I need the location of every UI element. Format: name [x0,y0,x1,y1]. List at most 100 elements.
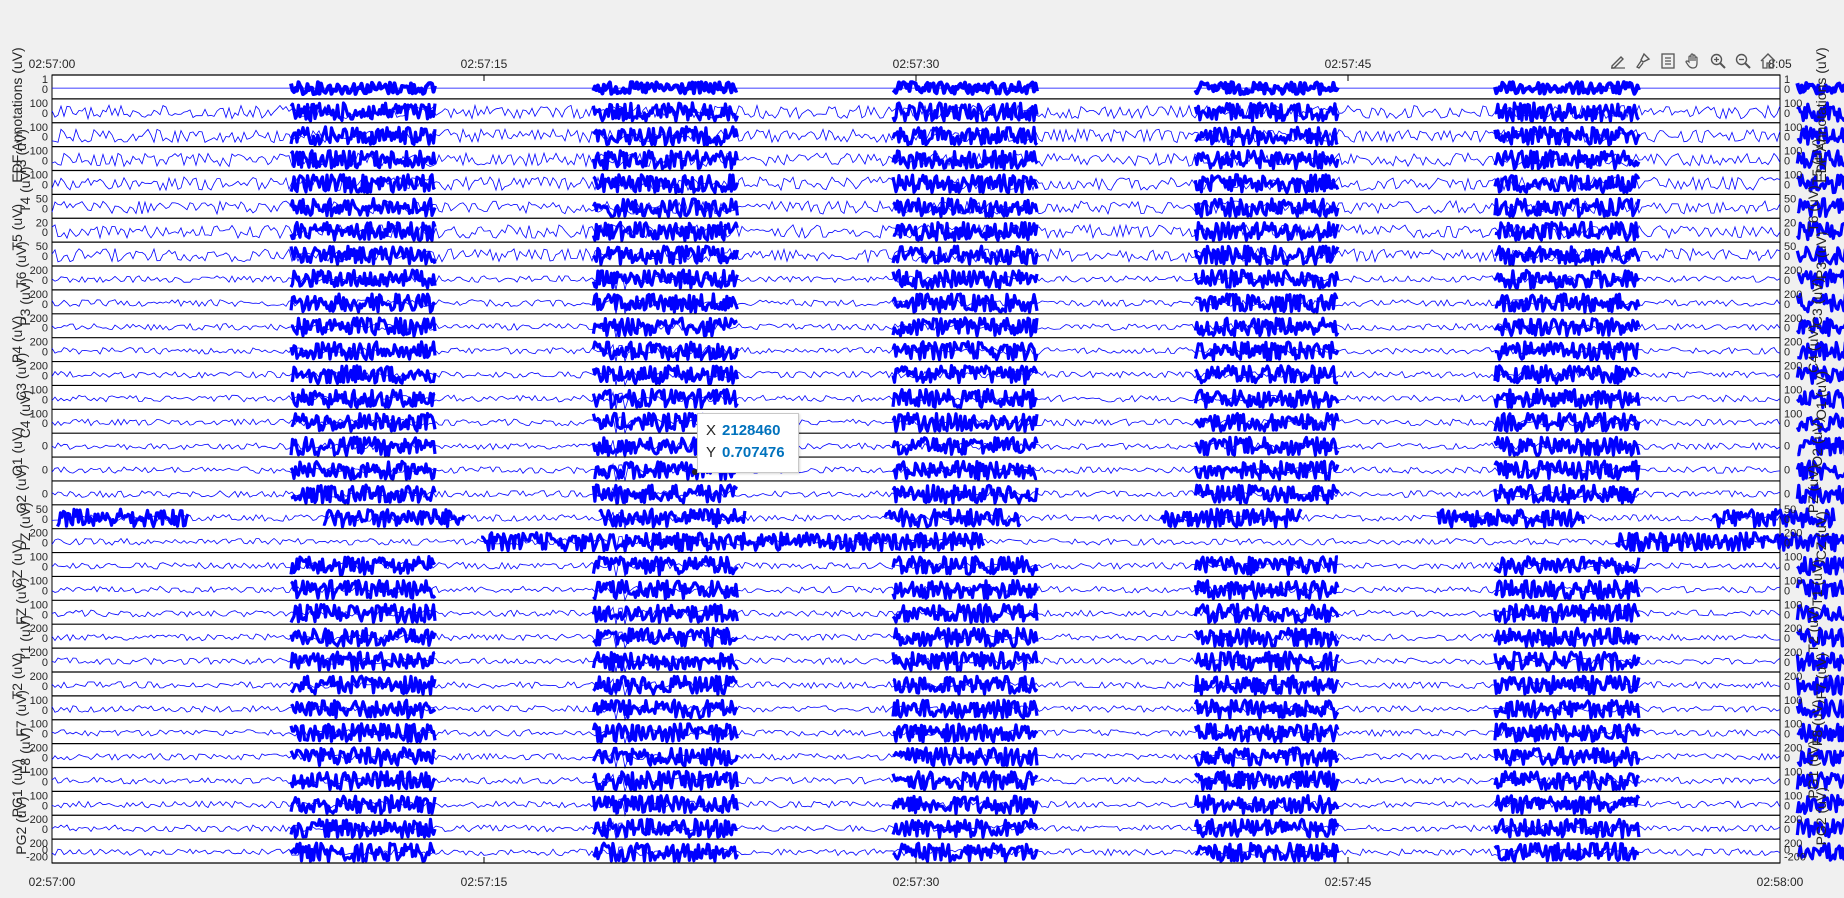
burst-segment [1493,411,1641,433]
datatip-marker[interactable] [692,469,698,475]
burst-segment [591,603,739,624]
right-ylabel: P3 (uV) [1813,232,1829,279]
right-channel-tick: 0 [1784,179,1790,191]
right-channel-tick: 0 [1784,418,1790,430]
datatip-x-value: 2128460 [722,422,781,439]
burst-segment [1193,626,1340,648]
right-channel-tick: 0 [1784,132,1790,144]
burst-segment [891,698,1039,720]
burst-segment [1193,555,1339,576]
right-channel-tick: 20 [1784,217,1796,229]
left-channel-tick: 0 [42,824,48,836]
burst-segment [592,841,739,863]
right-channel-tick: 0 [1784,251,1790,263]
left-channel-tick: 0 [42,370,48,382]
burst-segment [1160,507,1303,529]
left-channel-tick: 0 [42,729,48,741]
burst-segment [591,149,739,171]
left-ylabel: PG1 (uV) [9,759,25,817]
data-tip[interactable]: X 2128460 Y 0.707476 [697,413,799,473]
right-ylabel: PG1 (uV) [1805,740,1821,798]
legend-icon[interactable] [1656,49,1679,72]
burst-segment [289,817,437,839]
burst-segment [891,794,1039,816]
right-channel-tick: 0 [1784,562,1790,574]
burst-segment [289,841,436,863]
right-channel-tick: 0 [1784,657,1790,669]
right-ylabel: PZ (uV) [1805,465,1821,513]
bottom-time-label: 02:57:15 [461,875,508,889]
left-channel-tick: 0 [42,800,48,812]
left-channel-tick: 0 [42,275,48,287]
zoom-out-icon[interactable] [1731,49,1754,72]
right-channel-tick: 200 [1784,623,1802,635]
channel-trace [51,416,1781,434]
burst-segment [1193,602,1340,624]
burst-segment [1193,722,1340,744]
left-channel-tick: 0 [42,488,48,500]
burst-segment [1493,149,1641,171]
burst-segment [1796,125,1844,146]
right-channel-tick: 0 [1784,299,1790,311]
burst-segment [891,770,1039,792]
right-channel-tick: 0 [1784,394,1790,406]
top-time-label: 02:57:00 [29,57,76,71]
right-channel-tick: 0 [1784,84,1790,96]
burst-segment [883,507,1022,529]
burst-segment [1795,412,1844,433]
left-channel-tick: 0 [42,251,48,263]
burst-segment [891,387,1038,410]
left-ylabels: EDF Annotations (uV)T3 (uV)T4 (uV)T5 (uV… [9,47,33,854]
left-channel-tick: 100 [30,695,48,707]
burst-segment [1795,771,1844,791]
burst-segment [1194,412,1340,433]
burst-segment [591,101,739,123]
right-channel-tick: 100 [1784,98,1802,110]
burst-segment [591,746,739,768]
burst-segment [289,173,436,195]
left-channel-tick: 0 [42,299,48,311]
burst-segment [598,507,747,529]
left-ylabel: T2 (uV) [9,653,25,700]
left-channel-tick: 200 [30,743,48,755]
home-icon[interactable] [1756,49,1779,72]
left-ylabel: F7 (uV) [13,690,29,737]
zoom-in-icon[interactable] [1706,49,1729,72]
right-channel-tick: 0 [1784,203,1790,215]
burst-segment [289,770,437,792]
burst-segment [592,579,739,601]
right-ylabel: PG2 (uV) [1813,787,1829,845]
edit-plot-icon[interactable] [1606,49,1629,72]
burst-segment [892,746,1039,768]
right-channel-tick: 100 [1784,170,1802,182]
burst-segment [289,292,437,314]
left-ylabel: EDF Annotations (uV) [9,47,25,182]
right-ylabel: C4 (uV) [1805,325,1821,373]
brush-icon[interactable] [1631,49,1654,72]
right-ylabel: F8 (uV) [1809,699,1825,746]
burst-segment [290,388,436,410]
datatip-y-value: 0.707476 [722,444,785,461]
burst-segment [1492,80,1641,96]
burst-segment [290,411,437,433]
burst-segment [1194,125,1339,147]
right-channel-tick: 200 [1784,361,1802,373]
right-channel-tick: 50 [1784,504,1796,516]
burst-segment [591,483,738,505]
right-channel-tick: 0 [1784,753,1790,765]
left-channel-tick: 0 [42,84,48,96]
burst-segment [1795,364,1844,385]
right-channel-tick: 0 [1784,370,1790,382]
burst-segment [1797,340,1844,361]
burst-segment [891,340,1039,362]
pan-icon[interactable] [1681,49,1704,72]
burst-segment [290,579,437,600]
burst-segment [1795,149,1844,170]
right-ylabel: EDF Annotations (uV) [1813,47,1829,182]
burst-segment [289,722,437,744]
burst-segment [1493,794,1641,815]
left-channel-tick: 0 [42,538,48,550]
left-channel-tick: 0 [42,776,48,788]
left-channel-tick: 0 [42,585,48,597]
